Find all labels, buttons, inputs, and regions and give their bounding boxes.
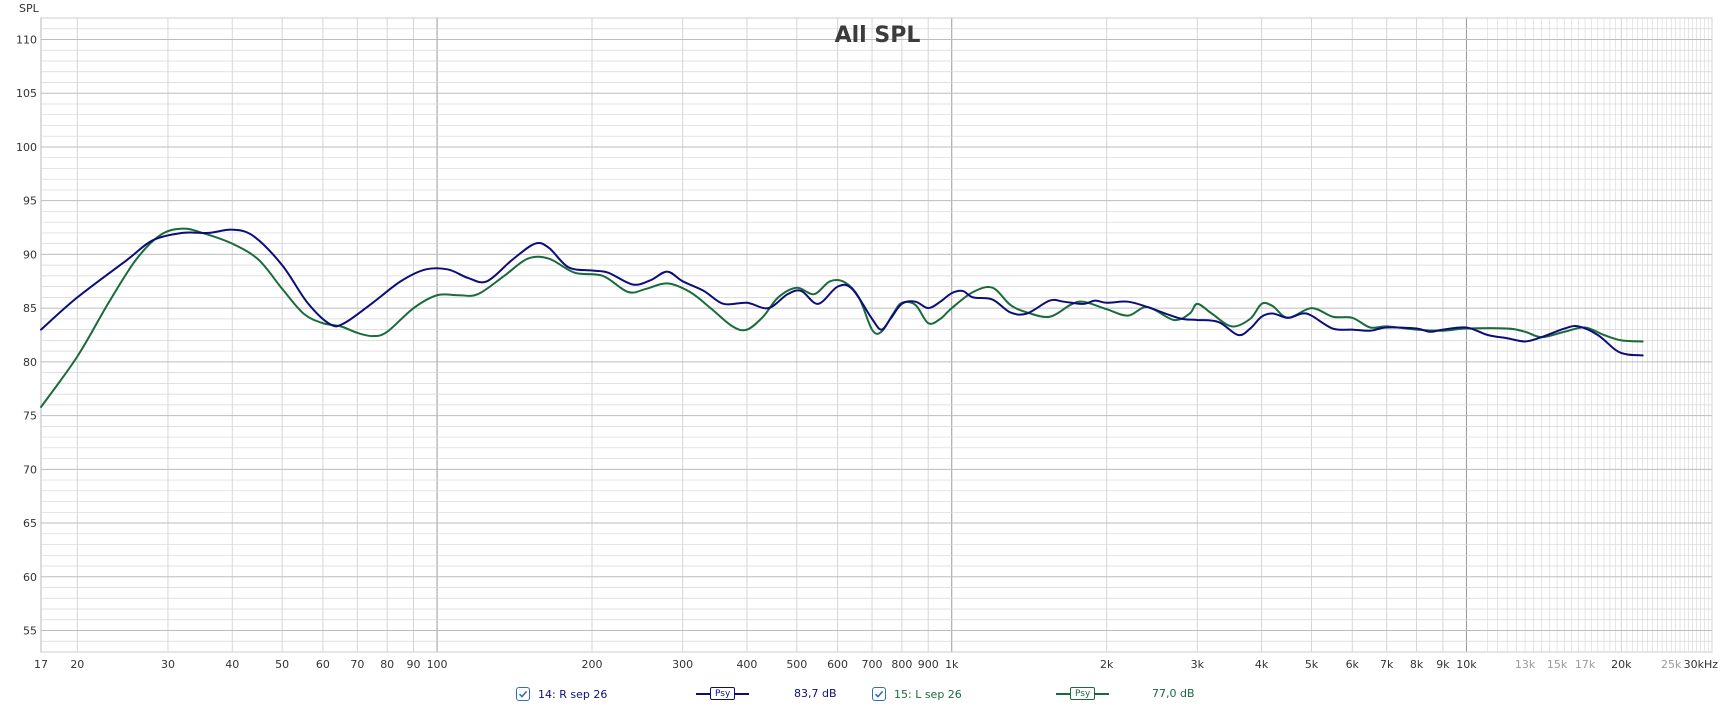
x-tick-label: 17k — [1575, 658, 1596, 671]
y-tick-label: 80 — [23, 356, 37, 369]
legend-spl-r: 83,7 dB — [794, 687, 837, 700]
y-axis-label: SPL — [19, 2, 40, 15]
plot-frame — [40, 17, 1713, 653]
x-tick-label: 70 — [350, 658, 364, 671]
legend-label-r: 14: R sep 26 — [538, 687, 608, 701]
x-tick-label: 13k — [1515, 658, 1536, 671]
x-tick-label: 30kHz — [1684, 658, 1719, 671]
y-tick-label: 60 — [23, 571, 37, 584]
psy-line-icon — [696, 692, 710, 695]
checkbox-icon[interactable] — [516, 687, 530, 701]
series-line-r-sep-26 — [40, 228, 1644, 357]
x-tick-label: 5k — [1305, 658, 1319, 671]
x-tick-label: 900 — [918, 658, 939, 671]
x-tick-label: 10k — [1456, 658, 1477, 671]
x-tick-label: 17 — [34, 658, 48, 671]
y-tick-label: 100 — [16, 141, 37, 154]
x-tick-label: 600 — [827, 658, 848, 671]
psy-button-r[interactable]: Psy — [696, 687, 750, 700]
y-tick-label: 110 — [16, 33, 37, 46]
x-tick-label: 20k — [1611, 658, 1632, 671]
x-tick-label: 60 — [316, 658, 330, 671]
x-tick-label: 700 — [862, 658, 883, 671]
x-tick-label: 8k — [1410, 658, 1424, 671]
y-tick-label: 90 — [23, 248, 37, 261]
x-tick-label: 20 — [70, 658, 84, 671]
legend: 14: R sep 26 Psy 83,7 dB 15: L sep 26 Ps… — [0, 680, 1732, 706]
tick-labels: 55 60 65 70 75 80 85 90 95 100 105 110 17 20 30 40 50 60 7… — [16, 33, 1718, 671]
x-tick-label: 50 — [275, 658, 289, 671]
legend-item-r[interactable]: 14: R sep 26 — [516, 687, 607, 701]
legend-item-l[interactable]: 15: L sep 26 — [872, 687, 962, 701]
x-tick-label: 300 — [672, 658, 693, 671]
y-tick-label: 70 — [23, 463, 37, 476]
psy-line-icon — [1056, 692, 1070, 695]
psy-line-icon — [735, 692, 750, 695]
psy-button-l[interactable]: Psy — [1056, 687, 1110, 700]
y-tick-label: 55 — [23, 625, 37, 638]
y-tick-label: 65 — [23, 517, 37, 530]
legend-label-l: 15: L sep 26 — [894, 687, 962, 701]
x-tick-label: 100 — [427, 658, 448, 671]
x-tick-label: 500 — [786, 658, 807, 671]
x-tick-label: 6k — [1346, 658, 1360, 671]
x-tick-label: 9k — [1436, 658, 1450, 671]
x-tick-label: 800 — [891, 658, 912, 671]
x-tick-label: 25k — [1661, 658, 1682, 671]
x-tick-label: 200 — [582, 658, 603, 671]
y-tick-label: 95 — [23, 195, 37, 208]
x-tick-label: 90 — [407, 658, 421, 671]
x-tick-label: 80 — [380, 658, 394, 671]
y-tick-label: 105 — [16, 87, 37, 100]
y-tick-label: 85 — [23, 302, 37, 315]
psy-line-icon — [1095, 692, 1110, 695]
y-tick-label: 75 — [23, 410, 37, 423]
x-tick-label: 2k — [1100, 658, 1114, 671]
x-tick-label: 15k — [1547, 658, 1568, 671]
x-tick-label: 4k — [1255, 658, 1269, 671]
psy-label-r: Psy — [710, 687, 736, 700]
x-tick-label: 1k — [945, 658, 959, 671]
legend-spl-l: 77,0 dB — [1152, 687, 1195, 700]
x-tick-label: 400 — [736, 658, 757, 671]
grid — [40, 17, 1713, 653]
x-tick-label: 3k — [1191, 658, 1205, 671]
spl-chart: 55 60 65 70 75 80 85 90 95 100 105 110 17 20 30 40 50 60 7… — [16, 2, 1718, 671]
series-layer — [40, 227, 1644, 408]
chart-title: All SPL — [835, 23, 921, 48]
x-tick-label: 30 — [161, 658, 175, 671]
checkbox-icon[interactable] — [872, 687, 886, 701]
x-tick-label: 40 — [225, 658, 239, 671]
psy-label-l: Psy — [1070, 687, 1096, 700]
x-tick-label: 7k — [1380, 658, 1394, 671]
